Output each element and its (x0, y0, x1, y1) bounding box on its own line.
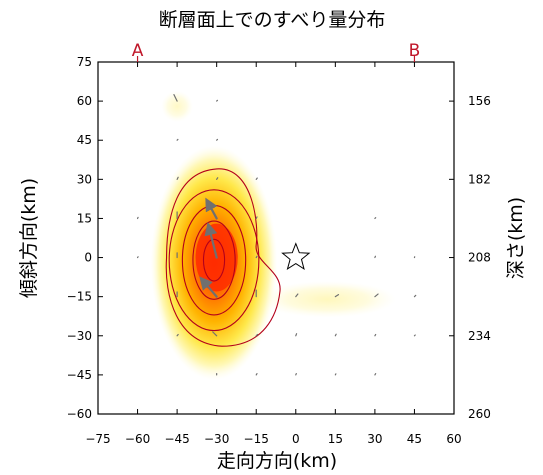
y-tick-label: 75 (77, 55, 92, 69)
y-tick-label: 0 (84, 251, 92, 265)
x-axis: −75 −60 −45 −30 −15 0 15 30 45 60 (85, 62, 462, 446)
slip-vector-arrow (374, 293, 379, 298)
slip-vector-arrow (216, 177, 219, 180)
slip-vector-arrow (413, 334, 416, 337)
slip-vector-arrow (199, 276, 218, 298)
slip-vector-arrow (374, 372, 377, 376)
x-tick-label: 15 (328, 432, 343, 446)
section-end-label: A (132, 41, 144, 61)
slip-vector-arrow (176, 138, 179, 141)
slip-vector-arrow (334, 373, 337, 376)
slip-vector-arrow (176, 176, 179, 180)
slip-vector-arrow (295, 333, 298, 337)
x-tick-label: −30 (204, 432, 229, 446)
slip-vector-arrow (334, 333, 337, 337)
slip-vector-arrow (216, 138, 219, 141)
slip-vector-arrow (374, 255, 377, 259)
slip-vector-arrow (413, 294, 417, 298)
x-tick-label: 30 (367, 432, 382, 446)
slip-lobe-east (258, 281, 396, 318)
slip-vector-arrow (255, 333, 259, 337)
slip-vector-arrow (136, 256, 139, 259)
y-tick-label: 30 (77, 172, 92, 186)
y-axis: −60 −45 −30 −15 0 15 30 45 60 75 (67, 55, 103, 421)
slip-contours (165, 168, 281, 347)
slip-vector-arrow (212, 331, 218, 337)
depth-tick-label: 182 (468, 172, 491, 186)
slip-vector-arrow (255, 177, 258, 180)
y-axis-title: 傾斜方向(km) (18, 178, 40, 298)
y-tick-label: −45 (67, 368, 92, 382)
x-tick-label: 0 (292, 432, 300, 446)
hypocenter-star-icon (281, 242, 311, 271)
section-end-label: B (409, 41, 421, 61)
depth-tick-label: 156 (468, 94, 491, 108)
x-tick-label: −75 (85, 432, 110, 446)
y-tick-label: −60 (67, 407, 92, 421)
x-tick-label: −60 (125, 432, 150, 446)
slip-vector-arrow (255, 372, 258, 376)
slip-vector-arrow (255, 255, 258, 259)
plot-frame (97, 61, 455, 415)
y-tick-label: 60 (77, 94, 92, 108)
x-tick-label: 45 (407, 432, 422, 446)
slip-vector-arrow (173, 93, 178, 102)
slip-vector-arrow (295, 293, 299, 298)
slip-vectors (136, 93, 417, 376)
slip-vector-arrow (374, 217, 377, 220)
slip-vector-arrow (216, 99, 219, 102)
slip-heatmap (150, 90, 396, 381)
x-axis-title: 走向方向(km) (217, 450, 337, 472)
y-tick-label: −30 (67, 329, 92, 343)
depth-tick-label: 260 (468, 407, 491, 421)
y-tick-label: −15 (67, 290, 92, 304)
slip-vector-arrow (176, 333, 179, 337)
contour-line (192, 220, 236, 300)
depth-axis: 156 182 208 234 260 (449, 94, 491, 421)
x-tick-label: −15 (244, 432, 269, 446)
contour-line (168, 189, 260, 332)
slip-vector-arrow (136, 216, 139, 220)
slip-vector-arrow (295, 372, 297, 376)
hypocenter-star (281, 242, 311, 271)
depth-tick-label: 208 (468, 251, 491, 265)
y-tick-label: 15 (77, 211, 92, 225)
x-tick-label: −45 (164, 432, 189, 446)
slip-vector-arrow (374, 333, 377, 337)
x-tick-label: 60 (446, 432, 461, 446)
depth-tick-label: 234 (468, 329, 491, 343)
slip-patch-north (161, 90, 193, 122)
depth-axis-title: 深さ(km) (505, 197, 527, 279)
slip-vector-arrow (204, 222, 218, 259)
contour-line (202, 238, 226, 282)
chart-title: 断層面上でのすべり量分布 (159, 9, 386, 31)
y-tick-label: 45 (77, 133, 92, 147)
slip-vector-arrow (205, 197, 218, 220)
slip-vector-arrow (255, 216, 258, 220)
slip-vector-arrow (334, 293, 340, 298)
